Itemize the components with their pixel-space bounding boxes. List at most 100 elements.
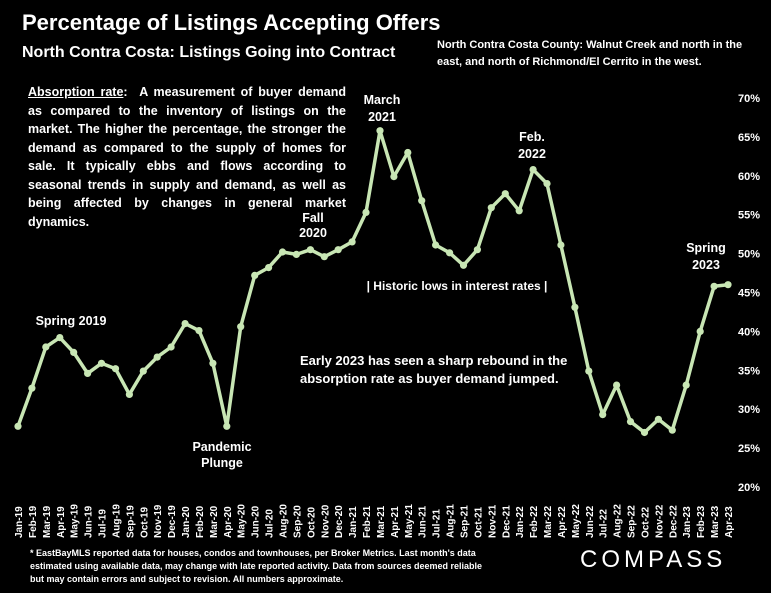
annotation-fall-2020-line2: 2020 [299, 226, 327, 240]
data-point [585, 367, 593, 375]
data-point [599, 411, 607, 419]
annotation-spring-2019: Spring 2019 [36, 314, 107, 328]
data-point [501, 190, 509, 198]
data-point [654, 415, 663, 423]
x-tick-label: Aug-20 [279, 504, 290, 538]
y-tick-label: 65% [738, 132, 760, 144]
x-tick-label: Aug-19 [111, 504, 122, 538]
x-tick-label: Mar-22 [543, 505, 554, 538]
x-tick-label: Mar-20 [209, 505, 220, 538]
x-tick-label: Mar-21 [376, 505, 387, 538]
x-tick-label: May-22 [571, 504, 582, 538]
data-point [446, 249, 454, 257]
x-tick-label: Apr-21 [390, 506, 401, 538]
data-point [223, 422, 231, 430]
x-tick-label: Apr-22 [557, 506, 568, 538]
y-tick-label: 70% [738, 93, 760, 105]
x-tick-label: May-20 [237, 504, 248, 538]
data-point [696, 327, 704, 335]
annotation-march-2021-line1: March [364, 93, 401, 107]
x-tick-label: Jul-19 [98, 509, 109, 538]
x-tick-label: Nov-19 [153, 504, 164, 538]
x-tick-label: Sep-19 [125, 505, 136, 538]
region-note: North Contra Costa County: Walnut Creek … [437, 39, 743, 68]
x-tick-label: Jul-20 [265, 509, 276, 538]
annotation-historic-lows: | Historic lows in interest rates | [367, 279, 548, 293]
x-tick-label: Jun-20 [251, 505, 262, 538]
x-tick-label: Nov-22 [654, 504, 665, 538]
annotation-rebound-line1: Early 2023 has seen a sharp rebound in t… [300, 353, 567, 368]
x-tick-label: Apr-19 [56, 506, 67, 538]
data-point [153, 353, 161, 361]
data-point [209, 359, 217, 367]
data-point [306, 246, 314, 254]
data-point [320, 253, 328, 261]
annotation-fall-2020-line1: Fall [302, 211, 324, 225]
y-tick-label: 35% [738, 365, 760, 377]
x-tick-label: Oct-21 [473, 506, 484, 538]
annotation-march-2021-line2: 2021 [368, 110, 396, 124]
data-point [682, 381, 690, 389]
x-tick-label: Feb-21 [362, 505, 373, 538]
x-tick-label: Apr-23 [724, 506, 735, 538]
annotation-rebound-line2: absorption rate as buyer demand jumped. [300, 371, 559, 386]
data-point [668, 426, 676, 434]
data-point [195, 327, 203, 335]
x-tick-label: Dec-19 [167, 505, 178, 538]
data-point [640, 428, 649, 437]
definition-block: Absorption rate: A measurement of buyer … [28, 83, 346, 231]
data-point [237, 323, 245, 331]
x-tick-label: Sep-20 [292, 505, 303, 538]
data-point [167, 343, 175, 351]
annotation-spring-2023-line2: 2023 [692, 258, 720, 272]
x-tick-label: Aug-22 [613, 504, 624, 538]
annotation-pandemic-line2: Plunge [201, 456, 243, 470]
x-tick-label: Mar-19 [42, 505, 53, 538]
data-point [557, 241, 565, 249]
data-point [404, 148, 412, 157]
x-tick-label: Jul-22 [599, 509, 610, 538]
x-tick-label: Feb-22 [529, 505, 540, 538]
data-point [362, 208, 370, 216]
annotation-feb-2022-line1: Feb. [519, 130, 545, 144]
data-point [390, 173, 398, 181]
data-point [292, 250, 300, 258]
y-tick-label: 45% [738, 288, 760, 300]
x-tick-label: Dec-21 [501, 505, 512, 538]
data-point [97, 359, 106, 367]
x-axis: Jan-19 Feb-19 Mar-19 Apr-19 May-19 Jun-19 Jul-… [14, 504, 735, 538]
x-tick-label: Mar-23 [710, 505, 721, 538]
x-tick-label: Sep-22 [627, 505, 638, 538]
definition-term: Absorption rate [28, 85, 124, 99]
data-point [515, 207, 523, 215]
data-point [348, 238, 356, 246]
data-point [473, 246, 481, 254]
x-tick-label: Oct-20 [306, 506, 317, 538]
x-tick-label: Jan-22 [515, 506, 526, 538]
x-tick-label: Feb-19 [28, 505, 39, 538]
data-point [251, 271, 259, 279]
chart-subtitle: North Contra Costa: Listings Going into … [22, 44, 396, 61]
x-tick-label: Oct-19 [139, 506, 150, 538]
data-point [278, 248, 287, 256]
footnote: * EastBayMLS reported data for houses, c… [30, 548, 482, 584]
data-point [571, 303, 579, 311]
x-tick-label: Jan-21 [348, 506, 359, 538]
y-axis: 20% 25% 30% 35% 40% 45% 50% 55% 60% 65% 70% [738, 93, 760, 494]
annotation-pandemic-line1: Pandemic [192, 440, 251, 454]
x-tick-label: May-21 [404, 504, 415, 538]
x-tick-label: Nov-20 [320, 504, 331, 538]
data-point [487, 204, 495, 212]
data-point [84, 369, 92, 377]
data-point [181, 320, 189, 328]
x-tick-label: Apr-20 [223, 506, 234, 538]
data-point [42, 343, 50, 351]
x-tick-label: Oct-22 [640, 506, 651, 538]
x-tick-label: Jun-19 [84, 505, 95, 538]
data-point [626, 418, 635, 426]
y-tick-label: 40% [738, 326, 760, 338]
data-point [724, 281, 732, 289]
x-tick-label: Jun-22 [585, 505, 596, 538]
data-point [334, 246, 342, 254]
